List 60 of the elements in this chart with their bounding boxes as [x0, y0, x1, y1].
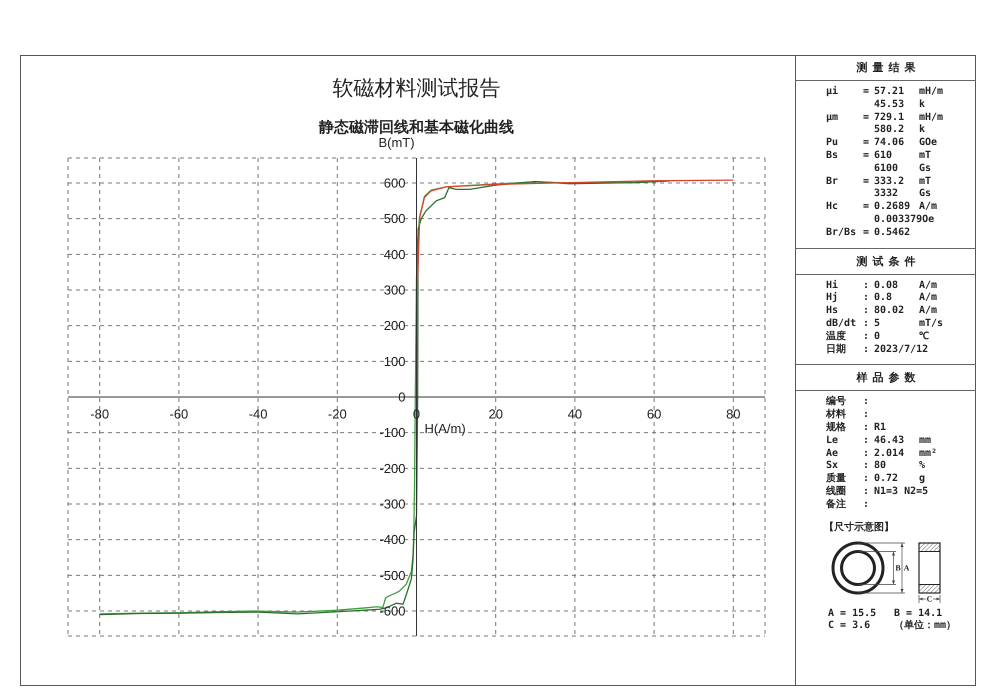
y-tick-label: -400	[379, 532, 406, 548]
text: 规格 : R1	[826, 422, 886, 433]
text: Hi : 0.08 A/m	[826, 280, 938, 291]
x-tick-label: 60	[646, 406, 662, 422]
text: μm = 729.1 mH/m	[826, 112, 944, 123]
text: 编号 :	[826, 396, 870, 408]
y-tick-label: 400	[384, 246, 406, 262]
text: Hc = 0.2689 A/m	[826, 201, 938, 212]
x-tick-label: -40	[248, 406, 268, 422]
text: Br/Bs = 0.5462	[826, 226, 910, 240]
text: 材料 :	[826, 409, 870, 420]
text: 备注 :	[826, 498, 870, 510]
text: 测试条件	[796, 248, 976, 275]
text: 【尺寸示意图】	[823, 520, 895, 535]
text: dB/dt : 5 mT/s	[826, 318, 944, 329]
text: Sx : 80 %	[826, 460, 926, 472]
text: 580.2 k	[874, 124, 926, 136]
text: Bs = 610 mT	[826, 150, 932, 161]
text: A = 15.5 B = 14.1	[828, 608, 942, 619]
x-tick-label: 0	[412, 406, 420, 422]
text: 45.53 k	[874, 98, 926, 110]
text: Br = 333.2 mT	[826, 176, 932, 187]
text: 线圈 : N1=3 N2=5	[826, 486, 928, 497]
text: Ae : 2.014 mm²	[826, 448, 938, 459]
x-tick-label: -80	[90, 406, 110, 422]
y-tick-label: 300	[384, 282, 406, 298]
text: Hs : 80.02 A/m	[826, 305, 938, 316]
text: 温度 : 0 ℃	[826, 330, 929, 342]
x-tick-label: 20	[488, 406, 503, 422]
y-tick-label: -100	[379, 425, 406, 440]
x-tick-label: -20	[328, 406, 347, 422]
text: A	[904, 563, 910, 572]
chart-title: 软磁材料测试报告	[332, 75, 502, 101]
text: Le : 46.43 mm	[826, 434, 932, 446]
text: 6100 Gs	[874, 162, 932, 174]
text: 样品参数	[796, 365, 976, 392]
text: B	[895, 563, 902, 572]
text: 3332 Gs	[874, 188, 932, 200]
text: 质量 : 0.72 g	[826, 473, 926, 484]
text: 日期 : 2023/7/12	[826, 344, 928, 355]
text: C = 3.6 （单位：mm）	[828, 620, 956, 632]
y-tick-label: -500	[379, 568, 406, 583]
chart-subtitle: 静态磁滞回线和基本磁化曲线	[318, 118, 515, 138]
text: Hj : 0.8 A/m	[826, 292, 938, 304]
y-tick-label: 600	[384, 175, 406, 190]
x-tick-label: -60	[169, 406, 188, 422]
y-tick-label: 200	[384, 318, 406, 334]
text: 0.003379Oe	[874, 214, 934, 227]
text: μi = 57.21 mH/m	[826, 86, 944, 97]
y-tick-label: -300	[379, 496, 406, 512]
x-tick-label: 80	[726, 406, 741, 422]
y-axis-title: B(mT)	[377, 135, 416, 151]
x-axis-title: H(A/m)	[424, 421, 466, 437]
y-tick-label: -200	[379, 460, 406, 476]
y-tick-label: 100	[384, 354, 406, 369]
x-tick-label: 40	[568, 406, 582, 422]
text: Pu = 74.06 GOe	[826, 137, 938, 148]
text: 测量结果	[796, 55, 976, 81]
y-tick-label: 500	[384, 211, 406, 226]
text: C	[926, 594, 933, 604]
